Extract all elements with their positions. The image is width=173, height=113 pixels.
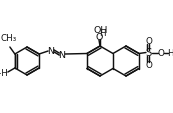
Text: H: H (99, 28, 105, 37)
Text: O: O (145, 60, 152, 69)
Text: OH: OH (94, 26, 108, 35)
Text: O-H: O-H (0, 69, 8, 78)
Text: N: N (48, 47, 55, 56)
Text: CH₃: CH₃ (1, 34, 17, 43)
Text: O: O (95, 33, 103, 42)
Text: O: O (145, 37, 152, 46)
Text: S: S (146, 48, 152, 58)
Text: O: O (158, 49, 164, 58)
Text: H: H (167, 49, 173, 58)
Text: N: N (59, 50, 66, 59)
